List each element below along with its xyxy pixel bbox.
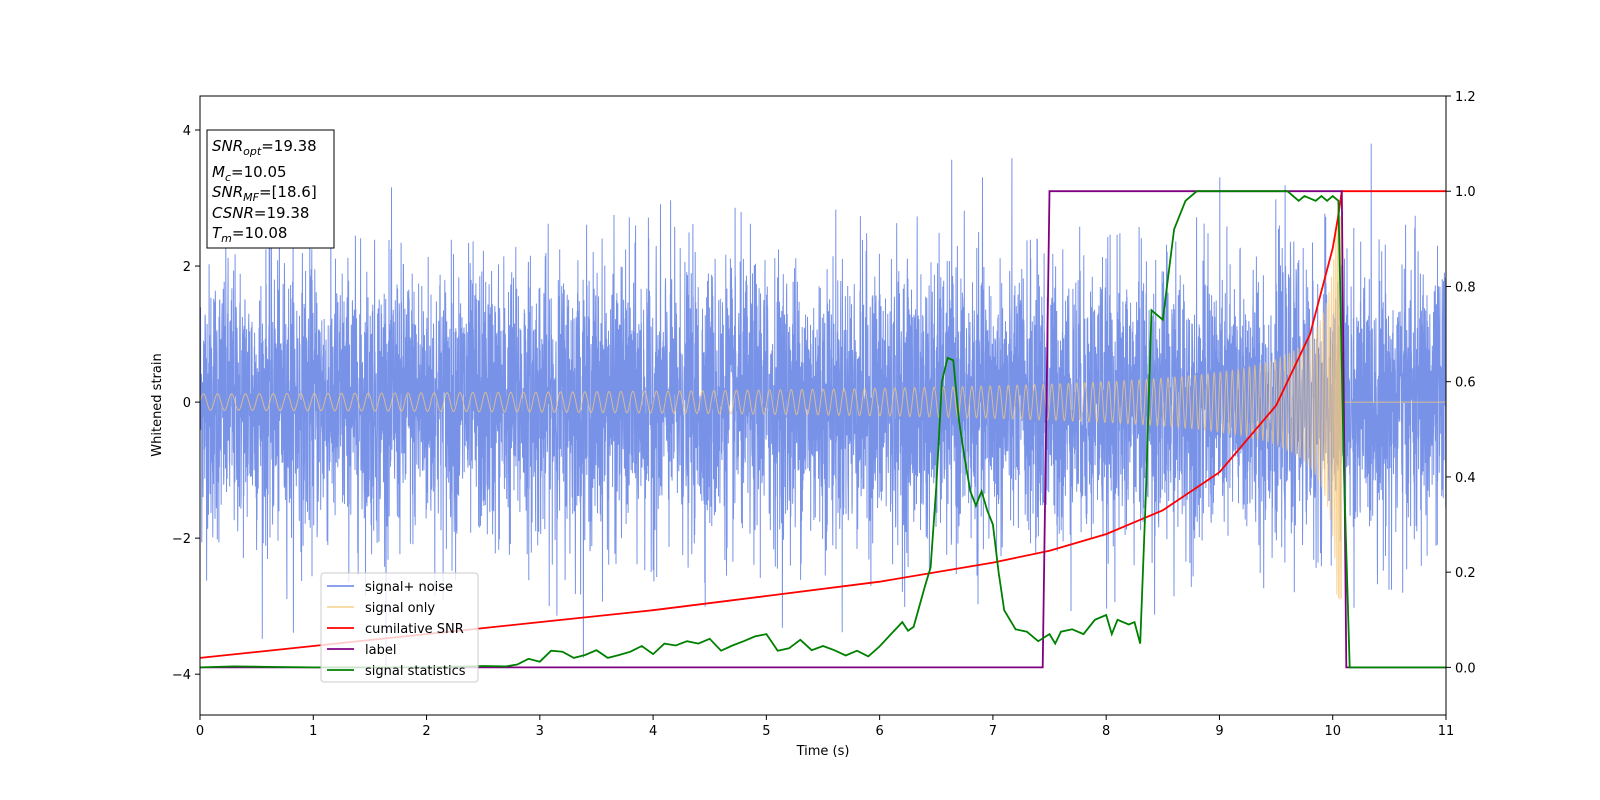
annotation-csnr: CSNR=19.38 — [212, 204, 309, 222]
x-axis-label: Time (s) — [796, 744, 850, 759]
legend-label: signal+ noise — [365, 580, 453, 595]
y-right-tick-label: 0.0 — [1455, 661, 1476, 676]
y-axis-label: Whitened strain — [150, 353, 165, 456]
y-left-tick-label: 0 — [183, 396, 191, 411]
x-tick-label: 8 — [1102, 724, 1110, 739]
annotation-snr-opt: SNRopt=19.38 — [212, 137, 317, 158]
y-left-tick-label: −4 — [172, 668, 191, 683]
y-right-tick-label: 0.6 — [1455, 376, 1476, 391]
annotation-box: SNRopt=19.38 Mc=10.05 SNRMF=[18.6] CSNR=… — [206, 129, 335, 249]
series-cumulative-snr — [200, 190, 1446, 659]
y-right-tick-label: 0.8 — [1455, 280, 1476, 295]
x-tick-label: 7 — [989, 724, 997, 739]
plot-area — [200, 143, 1446, 676]
y-left-tick-label: −2 — [172, 532, 191, 547]
axes-frame — [199, 95, 1447, 716]
series-signal-only — [200, 210, 1446, 600]
x-tick-label: 2 — [422, 724, 430, 739]
y-right-tick-label: 1.2 — [1455, 90, 1476, 105]
legend: signal+ noise signal only cumilative SNR la… — [320, 572, 479, 683]
y-axis-right: 0.0 0.2 0.4 0.6 0.8 1.0 1.2 — [1446, 90, 1476, 676]
series-signal-statistics — [200, 190, 1446, 669]
y-left-tick-label: 2 — [183, 260, 191, 275]
legend-label: signal only — [365, 601, 435, 616]
x-tick-label: 6 — [875, 724, 883, 739]
annotation-mc: Mc=10.05 — [212, 163, 287, 184]
series-signal-noise — [200, 143, 1446, 676]
x-tick-label: 0 — [196, 724, 204, 739]
x-tick-label: 9 — [1215, 724, 1223, 739]
y-axis-left: −4 −2 0 2 4 — [172, 124, 200, 683]
annotation-tm: Tm=10.08 — [212, 224, 287, 245]
legend-label: signal statistics — [365, 664, 466, 679]
x-tick-label: 10 — [1324, 724, 1341, 739]
legend-label: cumilative SNR — [365, 622, 464, 637]
x-tick-label: 4 — [649, 724, 657, 739]
x-tick-label: 11 — [1438, 724, 1455, 739]
annotation-snr-mf: SNRMF=[18.6] — [212, 183, 317, 204]
y-right-tick-label: 1.0 — [1455, 185, 1476, 200]
y-right-tick-label: 0.2 — [1455, 566, 1476, 581]
y-left-tick-label: 4 — [183, 124, 191, 139]
y-right-tick-label: 0.4 — [1455, 471, 1476, 486]
x-tick-label: 1 — [309, 724, 317, 739]
x-tick-label: 3 — [536, 724, 544, 739]
legend-label: label — [365, 643, 396, 658]
x-axis: 0 1 2 3 4 5 6 7 8 9 10 11 — [196, 715, 1454, 739]
x-tick-label: 5 — [762, 724, 770, 739]
